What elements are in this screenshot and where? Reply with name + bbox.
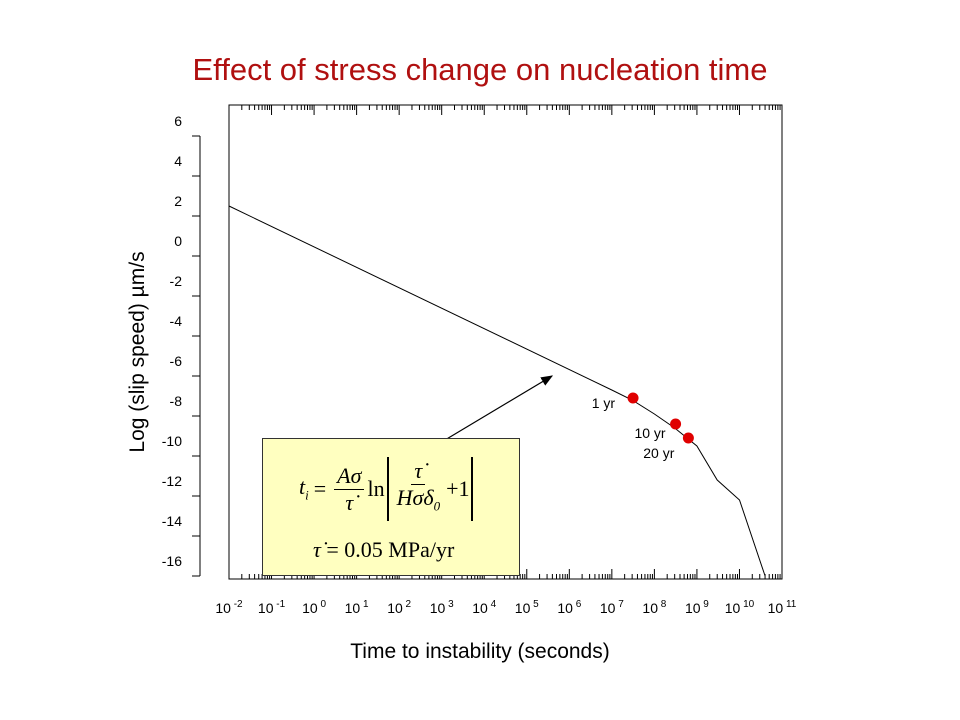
stressing-rate-equation: τ̇ = 0.05 MPa/yr — [313, 537, 455, 562]
formula-fraction-1: Aσ τ̇ — [334, 463, 365, 516]
formula-abs-right — [471, 457, 474, 521]
y-tick-label: 2 — [174, 193, 182, 209]
annotation-arrow — [444, 375, 554, 441]
x-tick-label: 10 11 — [768, 599, 797, 616]
formula-box: ti = Aσ τ̇ ln τ̇ Hσδ0 +1 τ̇ = 0.05 MPa/y… — [262, 438, 520, 576]
formula-numerator-2: τ̇ — [411, 458, 426, 486]
y-tick-label: -4 — [170, 313, 183, 329]
formula-denominator: τ̇ — [345, 489, 354, 515]
x-tick-label: 10 2 — [387, 599, 411, 616]
time-marker — [670, 418, 682, 430]
y-tick-label: -2 — [170, 273, 183, 289]
y-axis-label: Log (slip speed) µm/s — [126, 251, 149, 453]
x-tick-label: 10 10 — [725, 599, 755, 616]
x-tick-label: 10 3 — [430, 599, 454, 616]
formula-ln: ln — [367, 476, 385, 501]
formula-equals: = — [313, 476, 327, 501]
y-tick-label: 4 — [174, 153, 182, 169]
x-tick-label: 10 6 — [557, 599, 581, 616]
y-tick-label: -12 — [162, 473, 182, 489]
x-tick-label: 10 7 — [600, 599, 624, 616]
y-tick-label: -14 — [162, 513, 182, 529]
stressing-rate-value: = 0.05 MPa/yr — [326, 537, 455, 562]
nucleation-time-equation: ti = Aσ τ̇ ln τ̇ Hσδ0 +1 — [299, 453, 475, 525]
x-tick-label: 10 4 — [472, 599, 496, 616]
y-tick-label: -10 — [162, 433, 182, 449]
chart-title: Effect of stress change on nucleation ti… — [192, 52, 768, 87]
x-tick-label: 10 9 — [685, 599, 709, 616]
formula-fraction-2: τ̇ Hσδ0 — [394, 458, 443, 519]
time-marker — [682, 432, 694, 444]
y-tick-label: -16 — [162, 553, 182, 569]
y-tick-label: 6 — [174, 113, 182, 129]
y-tick-label: 0 — [174, 233, 182, 249]
x-tick-label: 10 0 — [302, 599, 326, 616]
plot-frame — [228, 104, 783, 580]
formula-plus-one: +1 — [446, 476, 470, 501]
y-tick-label: -8 — [170, 393, 183, 409]
formula-abs-left — [386, 457, 389, 521]
time-marker — [627, 392, 639, 404]
x-tick-label: 10 -2 — [215, 599, 243, 616]
x-tick-label: 10 -1 — [258, 599, 286, 616]
formula-denominator-2: Hσδ0 — [396, 485, 441, 514]
time-marker-label: 10 yr — [634, 425, 665, 441]
formula-t: ti — [299, 474, 309, 503]
x-axis-label: Time to instability (seconds) — [350, 640, 610, 663]
time-marker-label: 20 yr — [643, 445, 674, 461]
y-tick-label: -6 — [170, 353, 183, 369]
x-tick-label: 10 8 — [642, 599, 666, 616]
time-marker-label: 1 yr — [592, 395, 616, 411]
x-tick-label: 10 1 — [345, 599, 369, 616]
formula-numerator: Aσ — [334, 463, 365, 490]
x-tick-label: 10 5 — [515, 599, 539, 616]
